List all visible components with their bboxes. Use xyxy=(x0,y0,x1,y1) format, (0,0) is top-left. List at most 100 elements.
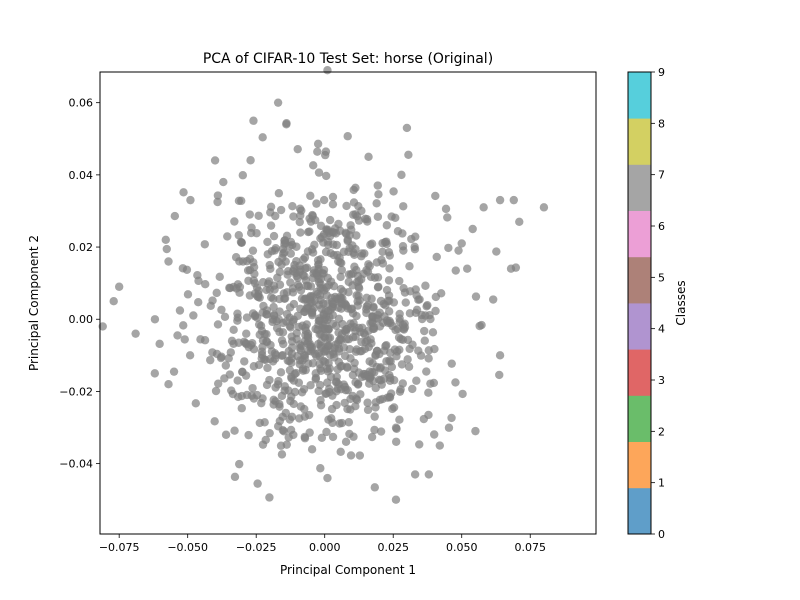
scatter-point xyxy=(169,367,179,376)
scatter-point xyxy=(210,156,220,165)
scatter-point xyxy=(316,395,325,405)
scatter-point xyxy=(365,261,374,271)
scatter-point xyxy=(374,190,383,199)
scatter-point xyxy=(410,470,420,479)
scatter-point xyxy=(411,308,421,318)
scatter-point xyxy=(238,171,248,180)
scatter-point xyxy=(509,195,518,205)
scatter-point xyxy=(234,231,243,240)
scatter-point xyxy=(361,214,370,224)
scatter-point xyxy=(340,351,350,361)
colorbar-tick-label: 1 xyxy=(658,477,665,490)
scatter-point xyxy=(288,201,297,211)
scatter-point xyxy=(234,338,243,347)
scatter-point xyxy=(299,255,308,264)
x-axis-ticks: −0.075 −0.050 −0.025 0.000 0.025 0.050 0.075 xyxy=(99,534,546,554)
scatter-point xyxy=(424,354,433,363)
scatter-point xyxy=(373,346,382,356)
scatter-point xyxy=(422,367,431,376)
scatter-point xyxy=(180,335,189,344)
scatter-point xyxy=(308,210,317,220)
scatter-point xyxy=(342,201,351,211)
scatter-point xyxy=(328,200,338,209)
scatter-point xyxy=(385,393,395,402)
scatter-point xyxy=(388,404,397,414)
scatter-point xyxy=(284,347,293,356)
scatter-point xyxy=(150,369,160,378)
scatter-point xyxy=(387,212,396,221)
scatter-point xyxy=(410,242,419,252)
scatter-point xyxy=(314,168,324,177)
scatter-point xyxy=(369,302,378,312)
scatter-point xyxy=(262,380,272,390)
scatter-point xyxy=(332,400,341,410)
scatter-point xyxy=(367,339,376,348)
scatter-point xyxy=(312,199,321,208)
scatter-point xyxy=(161,235,170,245)
scatter-point xyxy=(346,451,356,460)
scatter-point xyxy=(155,339,164,349)
scatter-point xyxy=(479,203,488,212)
scatter-point xyxy=(286,425,296,435)
scatter-point xyxy=(357,249,367,258)
scatter-point xyxy=(275,327,284,337)
colorbar-tick-label: 3 xyxy=(658,374,665,387)
scatter-point xyxy=(384,276,394,285)
scatter-point xyxy=(406,287,415,296)
scatter-point xyxy=(337,258,346,268)
scatter-point xyxy=(408,340,417,349)
scatter-point xyxy=(276,441,286,450)
scatter-point xyxy=(305,295,314,304)
scatter-point xyxy=(471,292,481,301)
scatter-point xyxy=(380,238,390,247)
scatter-point xyxy=(307,445,317,454)
scatter-point xyxy=(175,306,185,315)
x-axis-label: Principal Component 1 xyxy=(280,563,416,577)
x-tick-label: −0.050 xyxy=(167,541,208,554)
scatter-point xyxy=(265,428,274,438)
scatter-point xyxy=(274,189,284,198)
scatter-point xyxy=(226,348,235,357)
scatter-point xyxy=(286,396,295,406)
scatter-point xyxy=(305,428,314,437)
colorbar-tick-label: 5 xyxy=(658,271,665,284)
scatter-point xyxy=(370,368,379,377)
scatter-point xyxy=(363,398,372,407)
plot-area: −0.075 −0.050 −0.025 0.000 0.025 0.050 0.075 −… xyxy=(59,66,597,554)
x-tick-label: 0.000 xyxy=(309,541,341,554)
scatter-point xyxy=(247,223,256,232)
scatter-point xyxy=(266,221,276,230)
scatter-point xyxy=(335,419,344,428)
y-tick-label: 0.06 xyxy=(69,97,94,110)
scatter-point xyxy=(362,308,371,318)
scatter-point xyxy=(170,211,180,221)
scatter-point xyxy=(426,379,435,388)
scatter-point xyxy=(237,238,246,247)
scatter-point xyxy=(225,370,235,379)
scatter-point xyxy=(539,203,549,212)
scatter-point xyxy=(283,270,292,279)
scatter-point xyxy=(242,339,251,349)
scatter-point xyxy=(247,391,256,400)
scatter-point xyxy=(344,334,354,344)
scatter-point xyxy=(325,333,335,342)
scatter-point xyxy=(357,206,366,216)
scatter-point xyxy=(495,370,504,380)
scatter-point xyxy=(444,423,454,432)
colorbar-tick-label: 7 xyxy=(658,169,665,182)
scatter-point xyxy=(257,326,267,336)
scatter-point xyxy=(223,232,232,241)
colorbar-tick-label: 9 xyxy=(658,66,665,79)
scatter-point xyxy=(244,276,253,285)
scatter-point xyxy=(365,357,374,366)
scatter-point xyxy=(289,212,298,221)
scatter-point xyxy=(344,247,353,256)
scatter-point xyxy=(314,349,323,358)
scatter-point xyxy=(344,418,354,427)
scatter-point xyxy=(337,265,347,275)
scatter-point xyxy=(321,306,330,315)
scatter-point xyxy=(441,204,451,214)
scatter-point xyxy=(323,473,332,483)
colorbar-segment xyxy=(628,303,651,350)
